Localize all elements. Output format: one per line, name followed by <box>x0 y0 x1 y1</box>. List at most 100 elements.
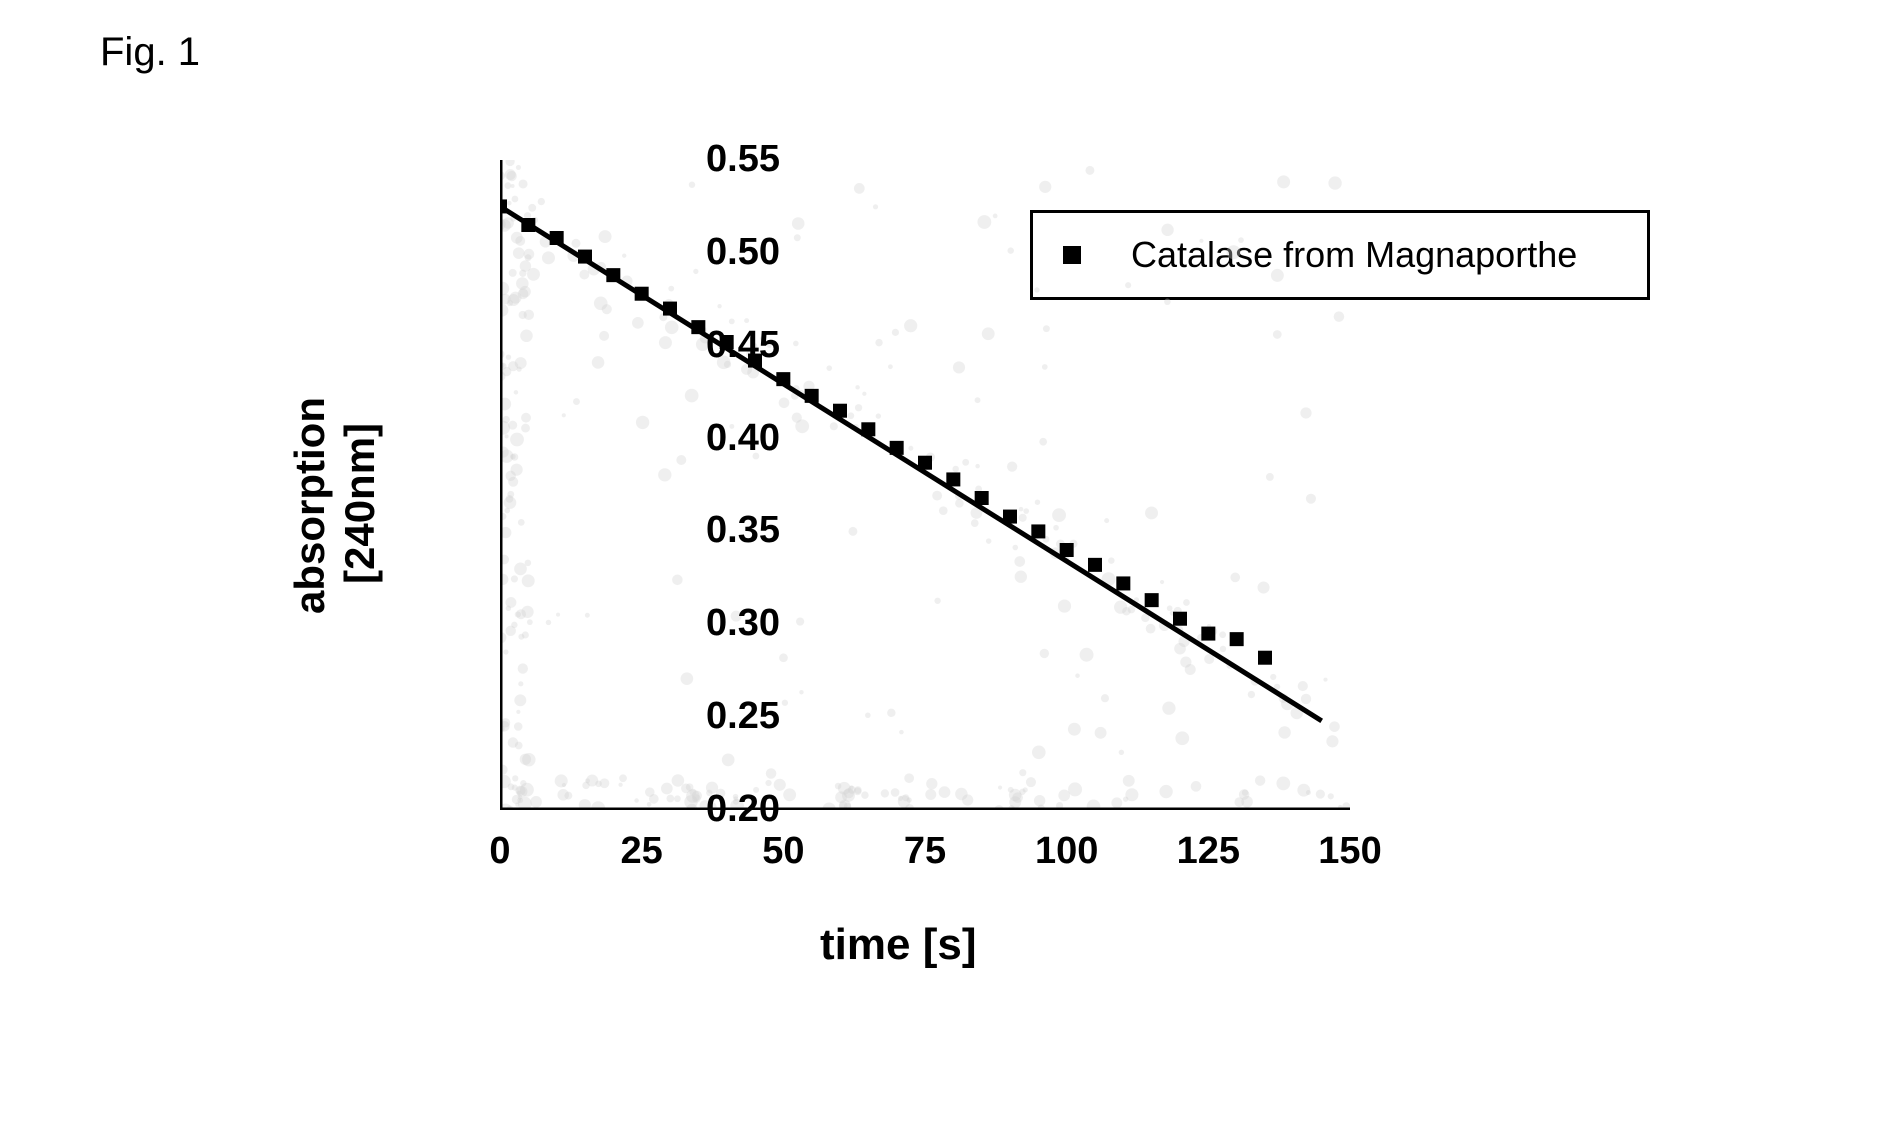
grain-dot <box>904 773 914 783</box>
grain-dot <box>934 598 940 604</box>
grain-dot <box>522 574 535 587</box>
fit-line <box>500 206 1322 720</box>
grain-dot <box>1248 691 1255 698</box>
grain-dot <box>512 196 519 203</box>
data-point <box>606 268 620 282</box>
grain-dot <box>955 499 964 508</box>
grain-dot <box>830 422 838 430</box>
grain-dot <box>1034 287 1039 292</box>
grain-dot <box>1174 643 1186 655</box>
x-tick-label: 125 <box>1168 830 1248 873</box>
data-point <box>890 441 904 455</box>
grain-dot <box>1123 775 1135 787</box>
grain-dot <box>1191 781 1202 792</box>
grain-dot <box>508 361 518 371</box>
grain-dot <box>573 398 580 405</box>
grain-dot <box>1032 745 1046 759</box>
grain-dot <box>508 477 518 487</box>
grain-dot <box>1023 508 1029 514</box>
grain-dot <box>521 424 530 433</box>
grain-dot <box>1238 237 1244 243</box>
grain-dot <box>1019 514 1027 522</box>
y-axis-label-line1: absorption <box>286 397 334 614</box>
grain-dot <box>519 179 528 188</box>
grain-dot <box>779 653 788 662</box>
data-markers <box>500 199 1272 664</box>
grain-dot <box>891 788 900 797</box>
data-point <box>833 404 847 418</box>
grain-dot <box>854 183 865 194</box>
grain-dot <box>861 791 868 798</box>
grain-dot <box>1145 506 1158 519</box>
grain-dot <box>1306 494 1316 504</box>
grain-dot <box>571 239 580 248</box>
grain-dot <box>1058 789 1070 801</box>
grain-dot <box>1266 473 1274 481</box>
grain-dot <box>986 538 992 544</box>
grain-dot <box>939 786 951 798</box>
data-point <box>1145 593 1159 607</box>
grain-dot <box>511 575 518 582</box>
grain-dot <box>511 184 515 188</box>
grain-dot <box>1058 599 1071 612</box>
grain-dot <box>1276 776 1290 790</box>
plot-area <box>500 160 1350 810</box>
grain-dot <box>855 385 859 389</box>
grain-dot <box>955 788 967 800</box>
grain-dot <box>1199 239 1203 243</box>
grain-dot <box>1316 790 1325 799</box>
y-tick-label: 0.30 <box>660 602 780 645</box>
grain-dot <box>1255 775 1265 785</box>
grain-dot <box>555 774 568 787</box>
grain-dot <box>527 268 540 281</box>
data-point <box>1173 612 1187 626</box>
y-tick-label: 0.35 <box>660 509 780 552</box>
grain-dot <box>1023 787 1028 792</box>
grain-dot <box>505 434 509 438</box>
grain-dot <box>1258 582 1270 594</box>
grain-dot <box>516 710 520 714</box>
grain-dot <box>939 506 948 515</box>
grain-dot <box>518 519 525 526</box>
grain-dot <box>685 389 699 403</box>
grain-dot <box>1034 795 1045 806</box>
grain-dot <box>516 786 527 797</box>
grain-dot <box>1323 678 1327 682</box>
grain-dot <box>1015 571 1027 583</box>
grain-dot <box>796 617 804 625</box>
grain-dot <box>516 165 521 170</box>
x-tick-label: 0 <box>460 830 540 873</box>
grain-dot <box>1043 325 1050 332</box>
grain-dot <box>1104 518 1109 523</box>
grain-dot <box>722 754 735 767</box>
data-point <box>578 250 592 264</box>
chart-container: absorption [240nm] time [s] Catalase fro… <box>250 100 1650 1000</box>
grain-dot <box>1019 769 1026 776</box>
data-point <box>1201 627 1215 641</box>
grain-dot <box>586 775 598 787</box>
grain-dot <box>600 778 610 788</box>
grain-dot <box>1220 646 1226 652</box>
grain-dot <box>515 802 519 806</box>
grain-dot <box>838 782 851 795</box>
grain-dot <box>887 709 895 717</box>
grain-dot <box>522 631 529 638</box>
grain-dot <box>1328 176 1341 189</box>
grain-dot <box>506 354 511 359</box>
grain-dot <box>854 787 862 795</box>
grain-dot <box>975 397 981 403</box>
grain-dot <box>855 404 862 411</box>
x-tick-label: 100 <box>1027 830 1107 873</box>
grain-dot <box>599 331 609 341</box>
grain-dot <box>977 215 991 229</box>
data-point <box>1230 632 1244 646</box>
grain-dot <box>1101 694 1109 702</box>
grain-dot <box>799 690 803 694</box>
grain-dot <box>632 317 644 329</box>
grain-dot <box>514 390 518 394</box>
data-point <box>550 231 564 245</box>
data-point <box>663 302 677 316</box>
grain-dot <box>689 182 695 188</box>
grain-dot <box>514 694 526 706</box>
x-tick-label: 75 <box>885 830 965 873</box>
